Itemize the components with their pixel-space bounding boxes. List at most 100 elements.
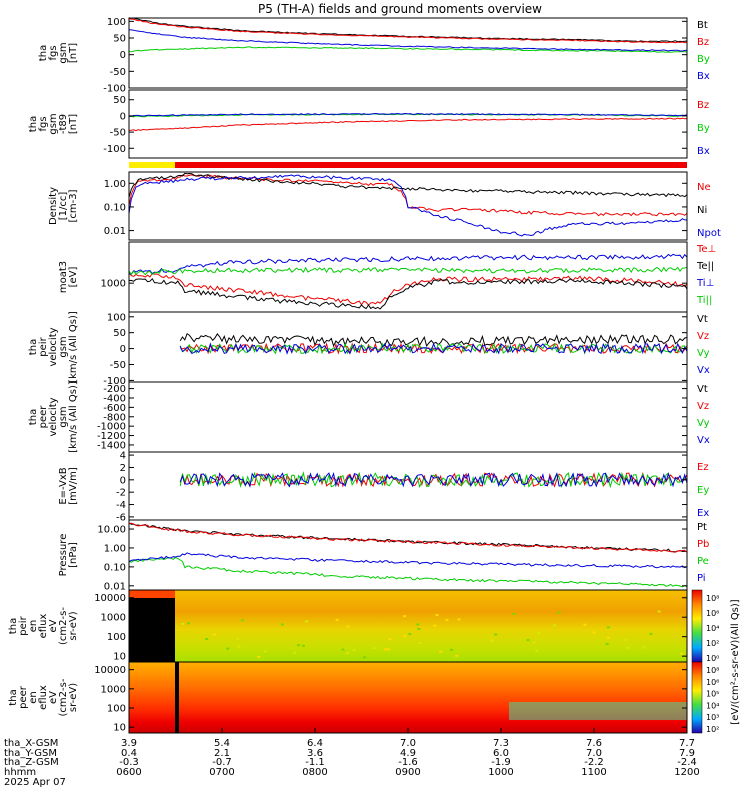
series-Ey-line bbox=[179, 471, 688, 489]
x-row-label: tha_Y-GSM bbox=[4, 748, 57, 759]
colorbar-label: [eV/(cm²-s-sr-eV)(All Qs)] bbox=[730, 599, 741, 724]
spectrogram-speckle bbox=[387, 648, 391, 651]
colorbar-tick-label: 10⁴ bbox=[706, 624, 719, 633]
x-row-label: hhmm bbox=[4, 767, 36, 778]
spectrogram-speckle bbox=[352, 649, 356, 652]
y-axis-label: tha bbox=[8, 689, 19, 705]
legend-Ti||: Ti|| bbox=[696, 295, 712, 306]
y-axis-label: [cm-3] bbox=[68, 189, 79, 222]
y-tick-label: 100 bbox=[107, 632, 126, 643]
y-tick-label: 0.01 bbox=[104, 226, 126, 237]
spectrogram-speckle bbox=[445, 618, 449, 621]
spectrogram-speckle bbox=[417, 627, 421, 630]
y-tick-label: -600 bbox=[103, 403, 126, 414]
y-tick-label: 10 bbox=[113, 723, 126, 734]
y-tick-label: 2 bbox=[120, 463, 126, 474]
spectrogram-speckle bbox=[526, 639, 530, 642]
figure-title: P5 (TH-A) fields and ground moments over… bbox=[258, 2, 542, 16]
x-tick-label: 0900 bbox=[395, 767, 420, 778]
spectrogram-speckle bbox=[457, 618, 461, 621]
colorbar-tick-label: 10⁶ bbox=[706, 678, 719, 687]
panel-frame bbox=[128, 519, 688, 591]
spectrogram-speckle bbox=[680, 652, 684, 655]
panel-temperature: 1000 moat3 [eV] Te⊥ Te|| Ti⊥ Ti|| bbox=[58, 241, 716, 313]
spectrogram-speckle bbox=[296, 644, 300, 647]
spectrogram-speckle bbox=[605, 643, 609, 646]
colorbar-scale bbox=[691, 661, 703, 734]
y-axis-label: Density bbox=[48, 187, 59, 225]
x-tick-label: -1.9 bbox=[491, 757, 511, 768]
spectrogram-speckle bbox=[606, 636, 610, 639]
colorbar-tick-label: 10⁵ bbox=[706, 690, 719, 699]
spectrogram-speckle bbox=[624, 639, 628, 642]
y-axis-label: gsm bbox=[48, 113, 59, 134]
y-axis-label: [nPa] bbox=[68, 542, 79, 568]
y-axis-label: tha bbox=[8, 618, 19, 634]
legend-Pi: Pi bbox=[697, 573, 706, 584]
y-tick-label: 10.00 bbox=[97, 525, 126, 536]
legend-Bz: Bz bbox=[697, 37, 709, 48]
spectrogram-speckle bbox=[363, 656, 367, 659]
y-tick-label: -4 bbox=[116, 500, 126, 511]
y-tick-label: 1000 bbox=[101, 279, 126, 290]
y-tick-label: 0 bbox=[120, 475, 126, 486]
x-row-label: tha_Z-GSM bbox=[4, 757, 59, 768]
y-axis-label: gsm bbox=[58, 336, 69, 357]
y-axis-label: peir bbox=[38, 336, 49, 356]
spectrogram-speckle bbox=[236, 637, 240, 640]
legend-By: By bbox=[697, 54, 710, 65]
y-tick-label: -200 bbox=[103, 384, 126, 395]
spectrogram-speckle bbox=[403, 615, 407, 618]
series-Bz-line bbox=[128, 117, 688, 132]
legend-Vz: Vz bbox=[697, 401, 709, 412]
panel-frame bbox=[128, 17, 688, 89]
y-tick-label: 0 bbox=[120, 344, 126, 355]
spectrogram-speckle bbox=[257, 655, 261, 658]
spectrogram-speckle bbox=[305, 620, 309, 623]
y-tick-label: -50 bbox=[110, 128, 126, 139]
y-axis-label: sr-eV) bbox=[68, 611, 79, 640]
legend-By: By bbox=[697, 123, 710, 134]
legend-Bt: Bt bbox=[697, 20, 708, 31]
panel-frame bbox=[128, 89, 688, 159]
panel-frame bbox=[128, 381, 688, 453]
x-tick-label: 3.6 bbox=[307, 748, 323, 759]
y-tick-label: -100 bbox=[103, 84, 126, 95]
y-tick-label: -1000 bbox=[97, 422, 126, 433]
y-tick-label: -1400 bbox=[97, 440, 126, 451]
y-tick-label: 100 bbox=[107, 312, 126, 323]
y-axis-label: (cm2-s- bbox=[58, 607, 69, 645]
legend-Vy: Vy bbox=[697, 418, 710, 429]
series-Pb-line bbox=[128, 522, 688, 553]
y-tick-label: 1.00 bbox=[104, 543, 126, 554]
x-tick-label: 7.6 bbox=[586, 738, 602, 749]
x-tick-label: -0.7 bbox=[212, 757, 232, 768]
panel-peer-spectrogram: 10000 1000 100 10 tha peer en eflux eV (cm2-s-sr-… bbox=[8, 661, 688, 734]
x-tick-label: 7.7 bbox=[679, 738, 695, 749]
spectrogram-speckle bbox=[187, 622, 191, 625]
legend-Vt: Vt bbox=[697, 384, 708, 395]
spectrogram-top bbox=[129, 590, 175, 598]
series-Bx-line bbox=[128, 112, 688, 117]
series-Npot-line bbox=[128, 174, 688, 237]
spectrogram-speckle bbox=[335, 618, 339, 621]
x-date-label: 2025 Apr 07 bbox=[4, 777, 66, 788]
x-axis-labels: tha_X-GSM 3.9 5.4 6.4 7.0 7.3 7.6 7.7 tha_Y-GSM 0… bbox=[4, 728, 700, 788]
y-axis-label: eflux bbox=[38, 685, 49, 710]
series-Te||-line bbox=[128, 277, 688, 310]
y-axis-label: fgs bbox=[38, 116, 49, 131]
series-Pi-line bbox=[128, 552, 688, 569]
y-tick-label: 100 bbox=[107, 704, 126, 715]
x-tick-label: 1200 bbox=[674, 767, 699, 778]
y-tick-label: -100 bbox=[103, 144, 126, 155]
series-Vy-line bbox=[179, 342, 688, 355]
x-tick-label: -1.6 bbox=[398, 757, 418, 768]
spectrogram-speckle bbox=[433, 624, 437, 627]
legend-Ey: Ey bbox=[697, 485, 709, 496]
panel-pressure: 10.00 1.00 0.10 0.01 Pressure [nPa] Pt Pb Pe Pi bbox=[58, 519, 709, 592]
x-tick-label: 1100 bbox=[581, 767, 606, 778]
x-tick-label: 0600 bbox=[116, 767, 141, 778]
spectrogram-speckle bbox=[226, 647, 230, 650]
x-tick-label: 4.9 bbox=[400, 748, 416, 759]
y-tick-label: 10000 bbox=[94, 665, 126, 676]
